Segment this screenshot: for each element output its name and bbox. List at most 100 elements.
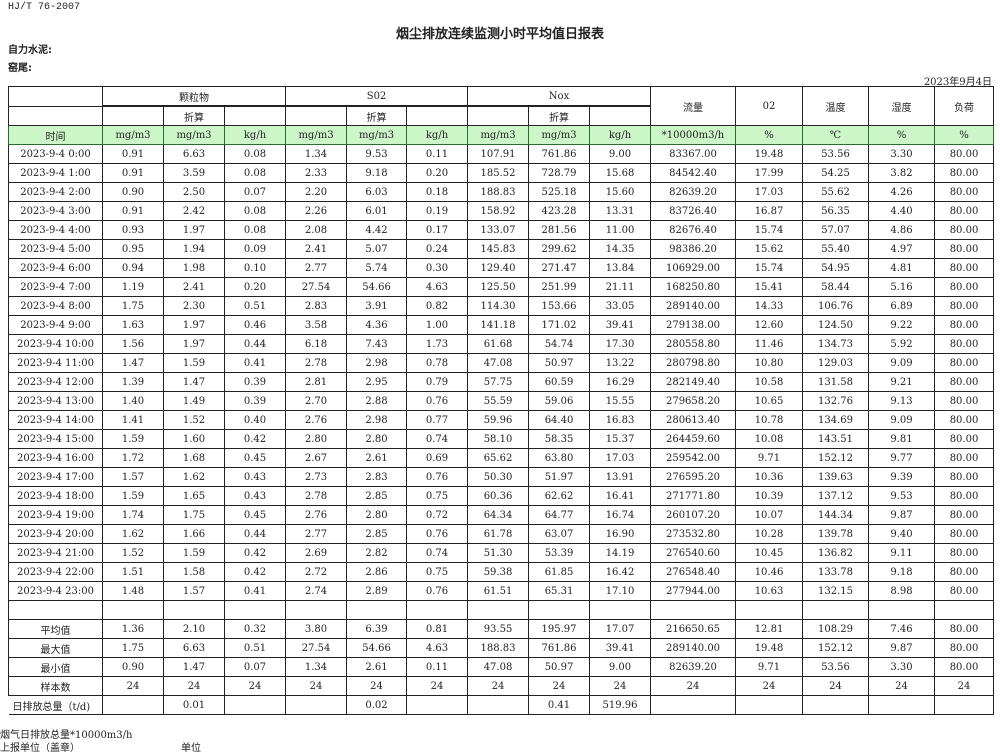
- table-row-cell: 9.09: [868, 410, 936, 430]
- table-row-cell: 9.87: [868, 505, 936, 525]
- table-row-cell: 10.63: [735, 581, 804, 601]
- daily-total-row-cell: [406, 695, 469, 715]
- table-row-cell: 280613.40: [650, 410, 737, 430]
- table-row-cell: 289140.00: [650, 296, 737, 316]
- daily-total-row-cell: [868, 695, 936, 715]
- units-row-cell: mg/m3: [102, 125, 164, 145]
- table-row-cell: 4.81: [868, 258, 936, 278]
- table-row-cell: 1.47: [102, 353, 164, 373]
- table-row: 2023-9-4 0:00 0.91 6.63 0.08 1.34 9.53 0.11 107…: [8, 144, 995, 164]
- units-row-cell: ℃: [802, 125, 870, 145]
- table-row-cell: 131.58: [802, 372, 870, 392]
- table-row-cell: 0.39: [223, 391, 287, 411]
- table-row-cell: 1.94: [163, 239, 225, 259]
- table-row-cell: 153.66: [528, 296, 591, 316]
- summary-row-cell: 2.61: [346, 657, 408, 677]
- table-row-cell: 0.90: [102, 182, 164, 202]
- table-row-cell: 0.93: [102, 220, 164, 240]
- table-row-cell: 0.76: [406, 581, 469, 601]
- table-row-cell: 0.78: [406, 353, 469, 373]
- table-row-cell: 33.05: [589, 296, 652, 316]
- summary-row-cell: 80.00: [934, 619, 995, 639]
- table-row: 2023-9-4 3:00 0.91 2.42 0.08 2.26 6.01 0.19 158…: [8, 201, 995, 221]
- blank-row-cell: [346, 600, 408, 620]
- table-row-cell: 16.87: [735, 201, 804, 221]
- daily-total-row-cell: [735, 695, 804, 715]
- table-row-cell: 0.95: [102, 239, 164, 259]
- table-row-cell: 2.78: [285, 353, 348, 373]
- table-row-cell: 14.19: [589, 543, 652, 563]
- header-humidity: 湿度: [868, 86, 936, 126]
- table-row-cell: 2.61: [346, 448, 408, 468]
- table-row-cell: 251.99: [528, 277, 591, 297]
- summary-row-cell: 24: [223, 676, 287, 696]
- summary-row-cell: 0.81: [406, 619, 469, 639]
- summary-row-label: 样本数: [8, 676, 103, 696]
- table-row-cell: 59.06: [528, 391, 591, 411]
- daily-total-row-cell: 0.41: [528, 695, 591, 715]
- summary-row-cell: 24: [735, 676, 804, 696]
- table-row-label: 2023-9-4 0:00: [8, 144, 103, 164]
- units-row-cell: *10000m3/h: [650, 125, 737, 145]
- table-row-cell: 2.89: [346, 581, 408, 601]
- table-row-cell: 80.00: [934, 391, 995, 411]
- table-row-cell: 54.25: [802, 163, 870, 183]
- table-row-cell: 259542.00: [650, 448, 737, 468]
- table-row-cell: 1.73: [406, 334, 469, 354]
- table-row-cell: 0.76: [406, 524, 469, 544]
- table-row-cell: 6.63: [163, 144, 225, 164]
- table-row-cell: 80.00: [934, 334, 995, 354]
- table-row-cell: 9.39: [868, 467, 936, 487]
- table-row-cell: 16.74: [589, 505, 652, 525]
- table-row-cell: 106929.00: [650, 258, 737, 278]
- table-row-cell: 761.86: [528, 144, 591, 164]
- summary-row-cell: 152.12: [802, 638, 870, 658]
- units-row-cell: mg/m3: [528, 125, 591, 145]
- header-flow: 流量: [650, 86, 737, 126]
- table-row-cell: 0.46: [223, 315, 287, 335]
- summary-row-cell: 3.30: [868, 657, 936, 677]
- table-row-cell: 19.48: [735, 144, 804, 164]
- table-row-cell: 55.40: [802, 239, 870, 259]
- table-row-cell: 1.65: [163, 486, 225, 506]
- table-row-cell: 1.41: [102, 410, 164, 430]
- table-row-cell: 1.52: [163, 410, 225, 430]
- table-row-cell: 2.50: [163, 182, 225, 202]
- table-row-cell: 82639.20: [650, 182, 737, 202]
- summary-row-cell: 195.97: [528, 619, 591, 639]
- table-row-cell: 10.46: [735, 562, 804, 582]
- table-row-cell: 55.59: [467, 391, 530, 411]
- table-row-cell: 282149.40: [650, 372, 737, 392]
- summary-row-cell: 24: [802, 676, 870, 696]
- table-row-cell: 84542.40: [650, 163, 737, 183]
- table-row-cell: 11.46: [735, 334, 804, 354]
- table-row-cell: 1.75: [102, 296, 164, 316]
- table-row-cell: 80.00: [934, 410, 995, 430]
- table-row-cell: 0.39: [223, 372, 287, 392]
- blank-row-cell: [868, 600, 936, 620]
- table-row-cell: 525.18: [528, 182, 591, 202]
- table-row-cell: 2.69: [285, 543, 348, 563]
- table-row-label: 2023-9-4 4:00: [8, 220, 103, 240]
- table-row-cell: 11.00: [589, 220, 652, 240]
- company-label: 自力水泥:: [8, 45, 52, 56]
- table-row-cell: 61.68: [467, 334, 530, 354]
- table-row-cell: 10.80: [735, 353, 804, 373]
- table-row-cell: 0.43: [223, 467, 287, 487]
- table-row: 2023-9-4 9:00 1.63 1.97 0.46 3.58 4.36 1.00 141…: [8, 315, 995, 335]
- summary-row: 样本数 24 24 24 24 24 24 24 24 24 24 24 24 24 24: [8, 676, 995, 696]
- table-row-cell: 47.08: [467, 353, 530, 373]
- summary-row-cell: 24: [934, 676, 995, 696]
- table-row-cell: 13.31: [589, 201, 652, 221]
- table-row-cell: 0.72: [406, 505, 469, 525]
- table-row-label: 2023-9-4 17:00: [8, 467, 103, 487]
- table-row-cell: 129.40: [467, 258, 530, 278]
- summary-row-cell: 24: [467, 676, 530, 696]
- table-row-cell: 10.39: [735, 486, 804, 506]
- daily-total-row-cell: [802, 695, 870, 715]
- table-row-cell: 2.20: [285, 182, 348, 202]
- table-row-cell: 0.18: [406, 182, 469, 202]
- table-row-cell: 8.98: [868, 581, 936, 601]
- summary-row-cell: 24: [102, 676, 164, 696]
- table-row-cell: 152.12: [802, 448, 870, 468]
